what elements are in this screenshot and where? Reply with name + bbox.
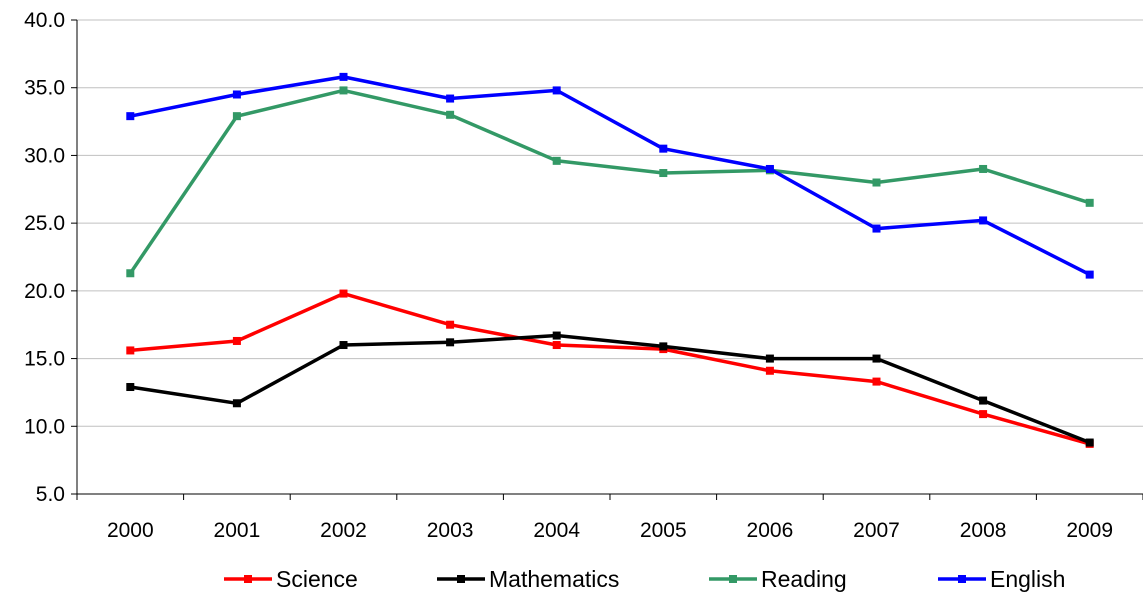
series-line [130, 333, 1091, 445]
data-point [126, 269, 135, 278]
x-tick-label: 2000 [107, 519, 154, 542]
data-point [659, 169, 668, 178]
y-tick-label: 35.0 [24, 77, 65, 100]
x-tick-label: 2002 [320, 519, 367, 542]
series-mathematics [126, 331, 1094, 447]
legend-label: Science [276, 566, 358, 592]
data-point [232, 112, 241, 121]
data-point [339, 72, 348, 81]
data-point [552, 331, 561, 340]
y-tick-label: 5.0 [36, 483, 65, 506]
data-point [1085, 198, 1094, 207]
data-point [339, 341, 348, 350]
legend-swatch-marker [958, 575, 966, 583]
x-tick-label: 2004 [533, 519, 580, 542]
legend-swatch-marker [729, 575, 737, 583]
data-point [979, 410, 988, 419]
data-point [126, 112, 135, 121]
data-point [446, 94, 455, 103]
x-tick-label: 2005 [640, 519, 687, 542]
legend-item-english: English [938, 566, 1065, 592]
legend: Science Mathematics Reading English [224, 566, 1065, 592]
y-tick-label: 15.0 [24, 348, 65, 371]
data-point [765, 366, 774, 375]
gridlines [77, 19, 1143, 427]
data-point [232, 90, 241, 99]
data-point [872, 178, 881, 187]
x-tick-label: 2006 [747, 519, 794, 542]
data-point [339, 289, 348, 298]
data-point [872, 354, 881, 363]
legend-label: English [990, 566, 1065, 592]
x-tick-label: 2003 [427, 519, 474, 542]
data-point [552, 156, 561, 165]
data-point [659, 144, 668, 153]
series-line [129, 75, 1091, 277]
legend-swatch-marker [244, 575, 252, 583]
data-point [979, 396, 988, 405]
series-reading [126, 86, 1094, 278]
legend-label: Reading [761, 566, 847, 592]
legend-item-reading: Reading [709, 566, 847, 592]
data-point [446, 320, 455, 329]
legend-swatch-marker [457, 575, 465, 583]
data-point [1085, 270, 1094, 279]
data-point [765, 354, 774, 363]
x-tick-label: 2007 [853, 519, 900, 542]
series-line [128, 88, 1091, 275]
y-tick-label: 10.0 [24, 415, 65, 438]
series-science [126, 289, 1094, 448]
data-point [446, 110, 455, 119]
y-tick-label: 30.0 [24, 144, 65, 167]
y-axis-ticks: 5.0 10.0 15.0 20.0 25.0 30.0 35.0 40.0 [24, 9, 77, 506]
data-point [552, 341, 561, 350]
x-tick-label: 2001 [214, 519, 261, 542]
data-point [979, 216, 988, 225]
y-tick-label: 25.0 [24, 212, 65, 235]
data-point [552, 86, 561, 95]
data-point [1085, 438, 1094, 447]
y-tick-label: 40.0 [24, 9, 65, 32]
series-english [126, 72, 1094, 279]
x-axis: 2000 2001 2002 2003 2004 2005 2006 2007 2008 2009 [76, 20, 1143, 542]
legend-item-science: Science [224, 566, 358, 592]
data-point [126, 383, 135, 392]
x-tick-label: 2008 [960, 519, 1007, 542]
series-layer [126, 72, 1094, 448]
series-line [130, 291, 1091, 446]
data-point [126, 346, 135, 355]
data-point [232, 399, 241, 408]
data-point [979, 164, 988, 173]
data-point [765, 164, 774, 173]
data-point [232, 336, 241, 345]
data-point [339, 86, 348, 95]
x-tick-label: 2009 [1066, 519, 1113, 542]
data-point [659, 342, 668, 351]
data-point [872, 377, 881, 386]
legend-item-mathematics: Mathematics [437, 566, 619, 592]
legend-label: Mathematics [489, 566, 619, 592]
data-point [872, 224, 881, 233]
y-tick-label: 20.0 [24, 280, 65, 303]
data-point [446, 338, 455, 347]
